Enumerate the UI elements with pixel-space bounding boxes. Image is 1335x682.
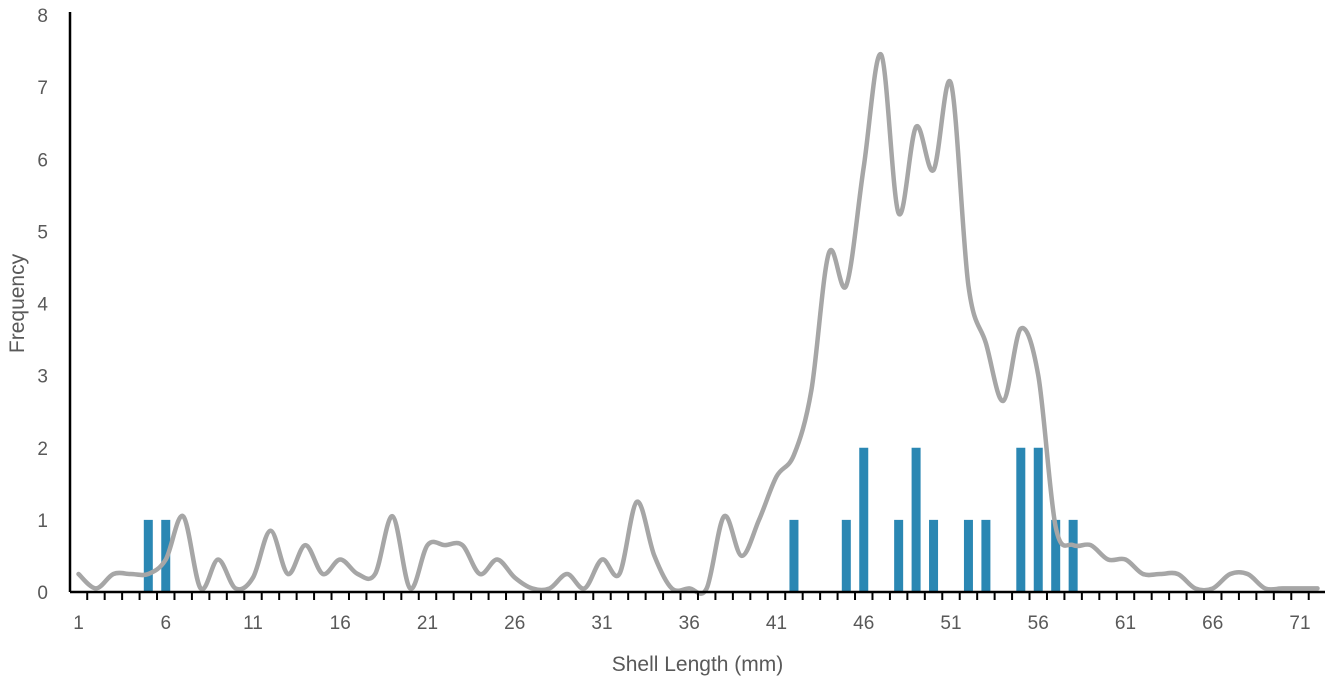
x-tick-label: 26 (504, 613, 525, 634)
bar (911, 447, 921, 592)
x-tick-label: 11 (243, 613, 263, 634)
x-tick-label: 31 (591, 613, 612, 634)
x-tick-label: 56 (1028, 613, 1049, 634)
bar-series (143, 447, 1078, 592)
x-tick-label: 46 (853, 613, 874, 634)
x-tick-label: 21 (417, 613, 438, 634)
y-tick-label: 5 (37, 222, 48, 243)
frequency-curve (76, 52, 1320, 596)
x-tick-label: 51 (940, 613, 961, 634)
x-tick-label: 6 (160, 613, 171, 634)
bar (1068, 519, 1078, 592)
bar (963, 519, 973, 592)
x-tick-label: 36 (679, 613, 700, 634)
x-axis-tick-labels: 1 6 11 16 21 26 31 36 41 46 51 56 61 66 71 (73, 613, 1310, 634)
bar (1033, 447, 1043, 592)
y-tick-label: 8 (37, 6, 48, 27)
x-tick-label: 66 (1202, 613, 1223, 634)
bar (894, 519, 904, 592)
y-tick-label: 4 (37, 295, 48, 316)
y-axis-title: Frequency (6, 253, 29, 353)
bar (929, 519, 939, 592)
bar (981, 519, 991, 592)
y-axis-tick-labels: 0 1 2 3 4 5 6 7 8 (37, 6, 48, 604)
bar (789, 519, 799, 592)
x-tick-label: 1 (73, 613, 84, 634)
y-tick-label: 0 (37, 583, 48, 604)
bar (859, 447, 869, 592)
x-tick-label: 16 (330, 613, 351, 634)
x-tick-label: 71 (1289, 613, 1310, 634)
y-tick-label: 7 (37, 78, 48, 99)
bar (143, 519, 153, 592)
bar (841, 519, 851, 592)
y-tick-label: 6 (37, 150, 48, 171)
x-tick-label: 41 (766, 613, 787, 634)
x-axis-title: Shell Length (mm) (612, 653, 784, 676)
y-tick-label: 1 (37, 511, 48, 532)
y-tick-label: 2 (37, 439, 48, 460)
bar (1016, 447, 1026, 592)
x-tick-label: 61 (1115, 613, 1136, 634)
x-axis-ticks (86, 592, 1310, 600)
y-tick-label: 3 (37, 367, 48, 388)
bar (1051, 519, 1061, 592)
